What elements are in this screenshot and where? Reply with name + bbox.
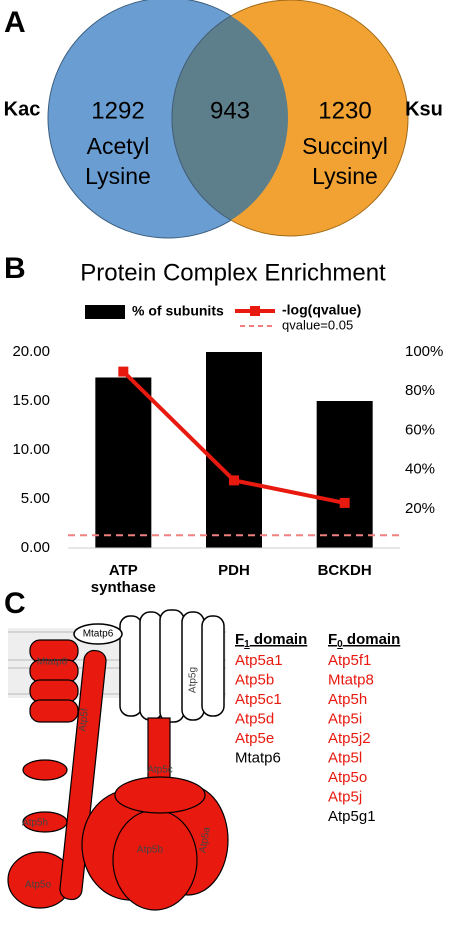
legend-label: % of subunits (132, 303, 224, 319)
y-tick-label: 15.00 (12, 392, 50, 409)
list-item: Atp5j2 (328, 730, 371, 747)
legend-marker (250, 306, 260, 316)
legend-label: -log(qvalue) (282, 302, 361, 318)
list-item: Atp5e (235, 730, 274, 747)
y-tick-label: 20.00 (12, 343, 50, 360)
header-letter: F (235, 631, 244, 648)
diagram-label: Atp5f (77, 708, 90, 733)
subunit (73, 623, 123, 645)
panel-label: A (4, 6, 26, 39)
x-tick-label: ATP synthase (90, 562, 156, 596)
count: 943 (210, 97, 250, 124)
header-rest: domain (343, 631, 401, 648)
header-letter: F (328, 631, 337, 648)
stator (59, 649, 107, 901)
set-label: Lysine (312, 163, 378, 189)
list-item: Atp5b (235, 671, 274, 688)
panel-label: B (4, 252, 26, 285)
diagram-label: Atp5g (188, 667, 199, 693)
diagram-label: Atp5c (147, 765, 173, 776)
set-label: Succinyl (302, 133, 388, 159)
header-sub: 1 (244, 639, 250, 650)
y-tick-label: 5.00 (21, 490, 50, 507)
diagram-label: Atp5h (22, 818, 48, 829)
diagram-label: Mtatp6 (83, 629, 114, 640)
subunit (114, 776, 206, 814)
header-sub: 0 (337, 639, 343, 650)
list-header: F1 domain (235, 631, 307, 650)
subunit (112, 809, 198, 911)
line-marker (339, 497, 350, 508)
y2-tick-label: 80% (405, 382, 435, 399)
set-label: Acetyl (87, 133, 150, 159)
y2-tick-label: 100% (405, 343, 443, 360)
panel-label: C (4, 587, 26, 620)
y-tick-label: 10.00 (12, 441, 50, 458)
set-name: Kac (4, 98, 41, 120)
list-item: Atp5o (328, 769, 367, 786)
list-item: Atp5f1 (328, 652, 371, 669)
x-tick-label: BCKDH (317, 562, 372, 579)
y2-tick-label: 60% (405, 421, 435, 438)
bar (95, 377, 152, 548)
header-rest: domain (250, 631, 308, 648)
list-item: Atp5d (235, 710, 274, 727)
diagram-label: Atp5o (25, 880, 52, 891)
y2-tick-label: 20% (405, 500, 435, 517)
diagram-label: Atp5b (137, 845, 164, 856)
chart-title: Protein Complex Enrichment (80, 259, 386, 286)
c-ring (139, 611, 163, 721)
set-name: Ksu (405, 98, 443, 120)
legend-swatch (85, 305, 125, 319)
list-item: Atp5j (328, 788, 362, 805)
c-ring (119, 615, 143, 717)
subunit (29, 679, 79, 703)
list-item: Mtatp6 (235, 749, 281, 766)
x-tick-label: PDH (218, 562, 250, 579)
diagram-label: Atp5a (197, 826, 212, 854)
y2-tick-label: 40% (405, 461, 435, 478)
list-item: Atp5l (328, 749, 362, 766)
subunit (29, 699, 79, 723)
list-item: Mtatp8 (328, 671, 374, 688)
list-item: Atp5h (328, 691, 367, 708)
diagram-label: Mtatp8 (37, 657, 68, 668)
venn-overlap (171, 0, 288, 237)
legend-label: qvalue=0.05 (282, 317, 353, 332)
list-header: F0 domain (328, 631, 400, 650)
count: 1230 (318, 97, 371, 124)
c-ring (201, 615, 225, 717)
count: 1292 (91, 97, 144, 124)
atp-synthase-drawing (7, 609, 229, 911)
bar (206, 352, 262, 548)
line-marker (229, 475, 239, 486)
list-item: Atp5c1 (235, 691, 282, 708)
c-ring (159, 609, 185, 723)
y-tick-label: 0.00 (21, 539, 50, 556)
bar (316, 401, 373, 548)
subunit (22, 759, 68, 781)
c-ring (181, 611, 205, 721)
line-marker (118, 366, 129, 377)
list-item: Atp5g1 (328, 808, 376, 825)
list-item: Atp5i (328, 710, 362, 727)
list-item: Atp5a1 (235, 652, 283, 669)
set-label: Lysine (85, 163, 151, 189)
